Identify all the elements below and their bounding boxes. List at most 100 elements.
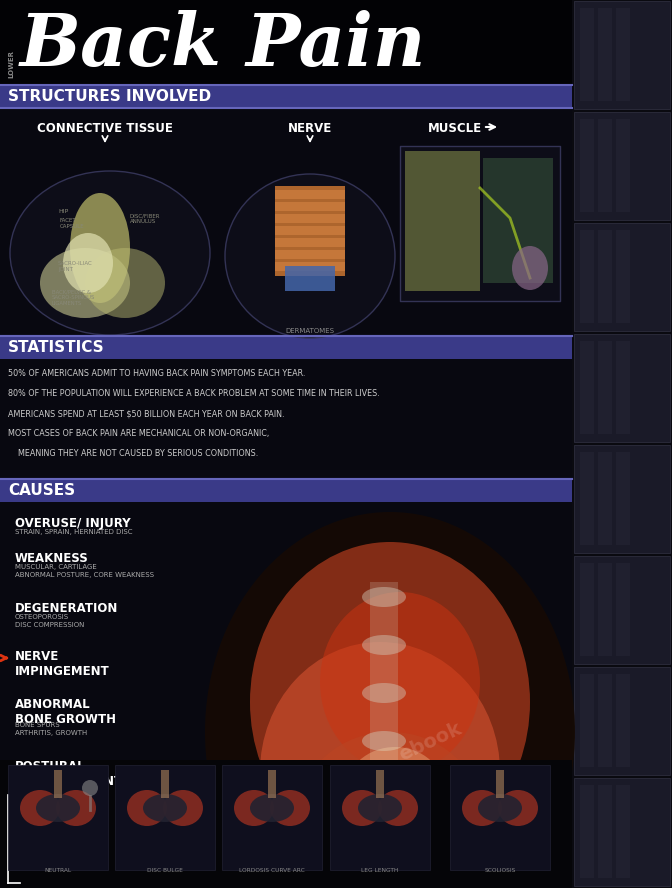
Bar — [616, 119, 630, 212]
Bar — [574, 1, 670, 109]
Text: OVERUSE/ INJURY: OVERUSE/ INJURY — [15, 517, 130, 530]
Ellipse shape — [250, 794, 294, 822]
Bar — [0, 108, 572, 336]
Ellipse shape — [378, 790, 418, 826]
Ellipse shape — [205, 512, 575, 888]
Bar — [580, 230, 594, 323]
Text: STATISTICS: STATISTICS — [8, 340, 105, 355]
Ellipse shape — [345, 747, 445, 837]
Ellipse shape — [358, 794, 402, 822]
Bar — [580, 785, 594, 878]
Text: ebook: ebook — [396, 719, 464, 765]
Bar — [0, 479, 572, 502]
Bar — [580, 674, 594, 767]
Ellipse shape — [82, 780, 98, 796]
Text: HIP: HIP — [58, 209, 69, 214]
Text: DISC/FIBER
ANNULUS: DISC/FIBER ANNULUS — [130, 213, 161, 224]
Bar — [275, 202, 345, 211]
Text: MUSCLE: MUSCLE — [428, 122, 482, 135]
Bar — [574, 334, 670, 442]
Bar — [598, 674, 612, 767]
Text: BACK/PELVIC &
SACRO-SPINOUS
LIGAMENTS: BACK/PELVIC & SACRO-SPINOUS LIGAMENTS — [52, 289, 95, 306]
Text: AMERICANS SPEND AT LEAST $50 BILLION EACH YEAR ON BACK PAIN.: AMERICANS SPEND AT LEAST $50 BILLION EAC… — [8, 409, 284, 418]
Ellipse shape — [143, 794, 187, 822]
Bar — [405, 151, 480, 291]
Bar — [574, 223, 670, 331]
Bar — [616, 785, 630, 878]
Bar — [580, 8, 594, 101]
Bar — [0, 359, 572, 479]
Bar — [580, 341, 594, 434]
Ellipse shape — [478, 794, 522, 822]
Bar — [598, 230, 612, 323]
Bar — [275, 250, 345, 259]
Text: STRUCTURES INVOLVED: STRUCTURES INVOLVED — [8, 89, 211, 104]
Bar — [268, 770, 276, 798]
Ellipse shape — [362, 827, 406, 847]
Text: 80% OF THE POPULATION WILL EXPERIENCE A BACK PROBLEM AT SOME TIME IN THEIR LIVES: 80% OF THE POPULATION WILL EXPERIENCE A … — [8, 389, 380, 398]
Bar — [598, 452, 612, 545]
Text: LORDOSIS CURVE ARC: LORDOSIS CURVE ARC — [239, 868, 305, 873]
Text: DERMATOMES: DERMATOMES — [286, 328, 335, 334]
Bar — [574, 112, 670, 220]
Bar — [275, 238, 345, 247]
Bar — [0, 502, 572, 888]
Text: CONNECTIVE TISSUE: CONNECTIVE TISSUE — [37, 122, 173, 135]
Text: MEANING THEY ARE NOT CAUSED BY SERIOUS CONDITIONS.: MEANING THEY ARE NOT CAUSED BY SERIOUS C… — [8, 449, 258, 458]
Text: NEUTRAL: NEUTRAL — [44, 868, 71, 873]
Ellipse shape — [40, 248, 130, 318]
Bar — [483, 158, 553, 283]
Text: MUSCULAR, CARTILAGE
ABNORMAL POSTURE, CORE WEAKNESS: MUSCULAR, CARTILAGE ABNORMAL POSTURE, CO… — [15, 564, 154, 578]
Bar — [574, 445, 670, 553]
Bar — [572, 0, 672, 888]
Bar — [580, 452, 594, 545]
Ellipse shape — [234, 790, 274, 826]
Ellipse shape — [462, 790, 502, 826]
Bar — [616, 452, 630, 545]
Bar — [275, 186, 345, 276]
Bar — [161, 770, 169, 798]
Bar — [580, 563, 594, 656]
Bar — [580, 119, 594, 212]
Text: CAUSES: CAUSES — [8, 483, 75, 498]
Bar — [370, 582, 398, 888]
Bar — [496, 770, 504, 798]
Text: Back Pain: Back Pain — [20, 10, 426, 81]
Bar — [598, 119, 612, 212]
Ellipse shape — [163, 790, 203, 826]
Ellipse shape — [56, 790, 96, 826]
Bar — [616, 563, 630, 656]
Bar — [285, 266, 335, 291]
Bar — [574, 556, 670, 664]
Bar — [115, 765, 215, 870]
Bar — [574, 778, 670, 886]
Ellipse shape — [127, 790, 167, 826]
Bar — [222, 765, 322, 870]
Bar — [450, 765, 550, 870]
Ellipse shape — [36, 794, 80, 822]
Ellipse shape — [225, 174, 395, 338]
Text: DEGENERATION: DEGENERATION — [15, 602, 118, 615]
Text: POSTURAL
MIS-ALIGNMENT: POSTURAL MIS-ALIGNMENT — [15, 760, 123, 788]
Bar — [275, 190, 345, 199]
Bar — [574, 667, 670, 775]
Bar — [54, 770, 62, 798]
Bar — [0, 336, 572, 359]
Bar — [0, 0, 572, 85]
Bar — [275, 262, 345, 271]
Bar — [0, 760, 572, 888]
Bar — [400, 146, 560, 301]
Text: WEAKNESS: WEAKNESS — [15, 552, 89, 565]
Ellipse shape — [512, 246, 548, 290]
Text: BONE SPURS
ARTHRITIS, GROWTH: BONE SPURS ARTHRITIS, GROWTH — [15, 722, 87, 736]
Ellipse shape — [362, 779, 406, 799]
Text: LOWER: LOWER — [8, 50, 14, 78]
Ellipse shape — [10, 171, 210, 335]
Ellipse shape — [362, 731, 406, 751]
Bar — [376, 770, 384, 798]
Bar — [616, 8, 630, 101]
Text: 50% OF AMERICANS ADMIT TO HAVING BACK PAIN SYMPTOMS EACH YEAR.: 50% OF AMERICANS ADMIT TO HAVING BACK PA… — [8, 369, 305, 378]
Bar — [598, 563, 612, 656]
Ellipse shape — [362, 635, 406, 655]
Bar — [275, 214, 345, 223]
